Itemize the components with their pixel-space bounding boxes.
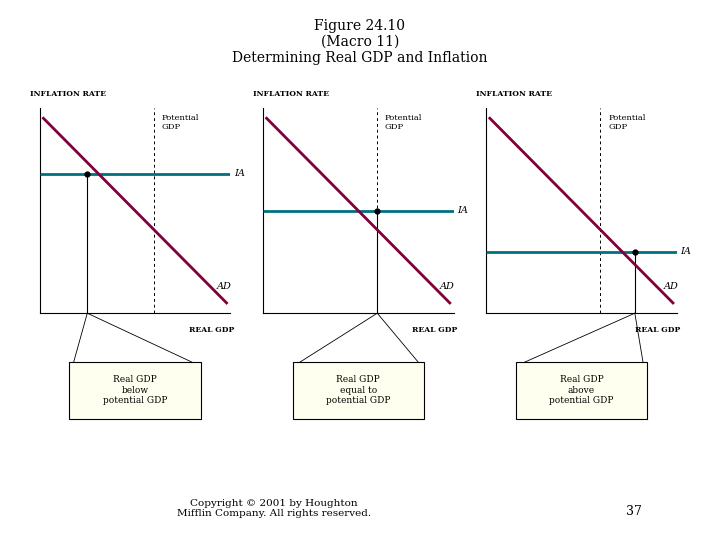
Text: AD: AD [217,282,232,292]
Text: AD: AD [440,282,455,292]
Text: REAL GDP: REAL GDP [189,326,234,334]
Text: Potential
GDP: Potential GDP [162,114,199,131]
Text: Copyright © 2001 by Houghton
Mifflin Company. All rights reserved.: Copyright © 2001 by Houghton Mifflin Com… [176,499,371,518]
Text: INFLATION RATE: INFLATION RATE [477,90,552,98]
Text: IA: IA [680,247,691,256]
Text: 37: 37 [626,505,642,518]
Text: Figure 24.10: Figure 24.10 [315,19,405,33]
Text: Real GDP
equal to
potential GDP: Real GDP equal to potential GDP [326,375,390,405]
Text: IA: IA [234,169,245,178]
Text: Real GDP
above
potential GDP: Real GDP above potential GDP [549,375,613,405]
Text: Potential
GDP: Potential GDP [608,114,646,131]
Text: (Macro 11): (Macro 11) [321,35,399,49]
Text: IA: IA [457,206,468,215]
Text: Real GDP
below
potential GDP: Real GDP below potential GDP [103,375,167,405]
Text: Determining Real GDP and Inflation: Determining Real GDP and Inflation [233,51,487,65]
Text: INFLATION RATE: INFLATION RATE [30,90,106,98]
Text: REAL GDP: REAL GDP [412,326,457,334]
Text: INFLATION RATE: INFLATION RATE [253,90,329,98]
Text: Potential
GDP: Potential GDP [385,114,423,131]
Text: REAL GDP: REAL GDP [635,326,680,334]
Text: AD: AD [663,282,678,292]
